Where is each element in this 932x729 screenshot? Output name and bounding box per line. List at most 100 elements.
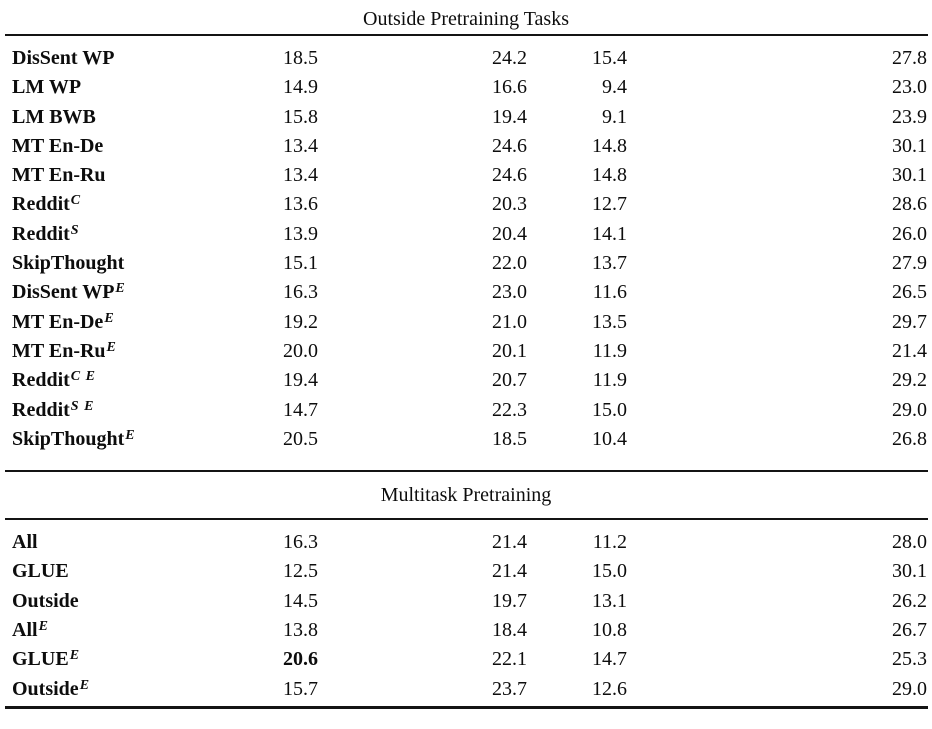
- row-label-superscript: E: [38, 619, 49, 635]
- cell-value: 27.9: [892, 252, 927, 275]
- cell-value: 11.6: [592, 281, 627, 304]
- row-label: RedditS E: [12, 398, 95, 421]
- cell-value: 14.5: [283, 589, 318, 612]
- cell-value: 12.5: [283, 560, 318, 583]
- row-label: DisSent WPE: [12, 281, 126, 304]
- rule-under-first-header: [5, 34, 928, 36]
- cell-value: 30.1: [892, 164, 927, 187]
- cell-value: 29.0: [892, 398, 927, 421]
- cell-value: 19.4: [283, 369, 318, 392]
- cell-value: 15.0: [592, 560, 627, 583]
- table-row: RedditC E 19.4 20.7 11.9 29.2: [0, 366, 932, 395]
- row-label-superscript: S: [70, 222, 80, 238]
- cell-value: 20.0: [283, 339, 318, 362]
- cell-value: 9.1: [602, 105, 627, 128]
- row-label: MT En-De: [12, 134, 104, 157]
- row-label: MT En-DeE: [12, 310, 115, 333]
- table-row: LM BWB 15.8 19.4 9.1 23.9: [0, 103, 932, 132]
- cell-value: 26.5: [892, 281, 927, 304]
- row-label-superscript: S E: [70, 398, 95, 414]
- table-row: RedditC 13.6 20.3 12.7 28.6: [0, 190, 932, 219]
- cell-value: 13.5: [592, 310, 627, 333]
- cell-value: 27.8: [892, 47, 927, 69]
- cell-value: 16.3: [283, 281, 318, 304]
- section-header-outside-pretraining: Outside Pretraining Tasks: [363, 8, 569, 30]
- table-row: MT En-RuE 20.0 20.1 11.9 21.4: [0, 337, 932, 366]
- table-row: DisSent WPE 16.3 23.0 11.6 26.5: [0, 278, 932, 307]
- row-label: LM BWB: [12, 105, 96, 128]
- multitask-pretraining-rows: All 16.3 21.4 11.2 28.0 GLUE 12.5 21.4 15.0 30.1 O…: [0, 528, 932, 704]
- cell-value: 29.7: [892, 310, 927, 333]
- table-row: All 16.3 21.4 11.2 28.0: [0, 528, 932, 557]
- cell-value: 19.4: [492, 105, 527, 128]
- row-label: SkipThought: [12, 252, 125, 275]
- table-row: GLUEE 20.6 22.1 14.7 25.3: [0, 645, 932, 674]
- cell-value: 21.4: [492, 531, 527, 554]
- cell-value: 16.6: [492, 76, 527, 99]
- cell-value: 14.7: [283, 398, 318, 421]
- cell-value: 28.0: [892, 531, 927, 554]
- cell-value: 18.4: [492, 619, 527, 642]
- section-header-multitask-pretraining: Multitask Pretraining: [380, 484, 552, 507]
- cell-value: 11.2: [592, 531, 627, 554]
- cell-value: 9.4: [602, 76, 627, 99]
- cell-value: 11.9: [592, 369, 627, 392]
- rule-above-multitask-header: [5, 470, 928, 473]
- cell-value: 25.3: [892, 648, 927, 671]
- row-label: RedditS: [12, 222, 80, 245]
- table-row: LM WP 14.9 16.6 9.4 23.0: [0, 73, 932, 102]
- cell-value: 15.1: [283, 252, 318, 275]
- cell-value: 13.9: [283, 222, 318, 245]
- row-label: GLUE: [12, 560, 69, 583]
- cell-value: 26.2: [892, 589, 927, 612]
- cell-value: 20.1: [492, 339, 527, 362]
- row-label-superscript: C: [70, 193, 82, 209]
- outside-pretraining-table: DisSent WP 18.5 24.2 15.4 27.8 LM WP 14.9 16.6 9…: [0, 44, 932, 454]
- row-label: MT En-RuE: [12, 339, 117, 362]
- row-label: All: [12, 531, 38, 554]
- table-row: MT En-De 13.4 24.6 14.8 30.1: [0, 132, 932, 161]
- cell-value: 14.1: [592, 222, 627, 245]
- table-row: OutsideE 15.7 23.7 12.6 29.0: [0, 675, 932, 704]
- cell-value: 23.9: [892, 105, 927, 128]
- table-row: DisSent WP 18.5 24.2 15.4 27.8: [0, 44, 932, 73]
- cell-value: 13.4: [283, 164, 318, 187]
- cell-value: 24.6: [492, 164, 527, 187]
- cell-value: 13.8: [283, 619, 318, 642]
- cell-value: 15.0: [592, 398, 627, 421]
- cell-value: 29.0: [892, 677, 927, 700]
- row-label-superscript: E: [125, 427, 136, 443]
- cell-value: 21.4: [492, 560, 527, 583]
- cell-value: 12.6: [592, 677, 627, 700]
- row-label: RedditC E: [12, 369, 96, 392]
- cell-value: 26.7: [892, 619, 927, 642]
- row-label-superscript: C E: [70, 369, 96, 385]
- cell-value: 22.1: [492, 648, 527, 671]
- row-label-superscript: E: [115, 281, 126, 297]
- row-label-superscript: E: [106, 339, 117, 355]
- table-row: MT En-DeE 19.2 21.0 13.5 29.7: [0, 308, 932, 337]
- multitask-pretraining-table: All 16.3 21.4 11.2 28.0 GLUE 12.5 21.4 15.0 30.1 O…: [0, 528, 932, 704]
- row-label: DisSent WP: [12, 47, 115, 69]
- cell-value: 19.7: [492, 589, 527, 612]
- cell-value: 29.2: [892, 369, 927, 392]
- cell-value: 15.4: [592, 47, 627, 69]
- cell-value: 28.6: [892, 193, 927, 216]
- cell-value: 23.7: [492, 677, 527, 700]
- cell-value: 23.0: [492, 281, 527, 304]
- cell-value: 10.8: [592, 619, 627, 642]
- row-label: AllE: [12, 619, 49, 642]
- table-row: SkipThoughtE 20.5 18.5 10.4 26.8: [0, 425, 932, 454]
- cell-value: 22.0: [492, 252, 527, 275]
- cell-value: 11.9: [592, 339, 627, 362]
- cell-value: 16.3: [283, 531, 318, 554]
- cell-value: 15.7: [283, 677, 318, 700]
- row-label-superscript: E: [79, 677, 91, 693]
- table-row: MT En-Ru 13.4 24.6 14.8 30.1: [0, 161, 932, 190]
- row-label: MT En-Ru: [12, 164, 106, 187]
- cell-value: 20.4: [492, 222, 527, 245]
- cell-value: 26.8: [892, 427, 927, 450]
- cell-value: 19.2: [283, 310, 318, 333]
- rule-below-multitask-header: [5, 518, 928, 521]
